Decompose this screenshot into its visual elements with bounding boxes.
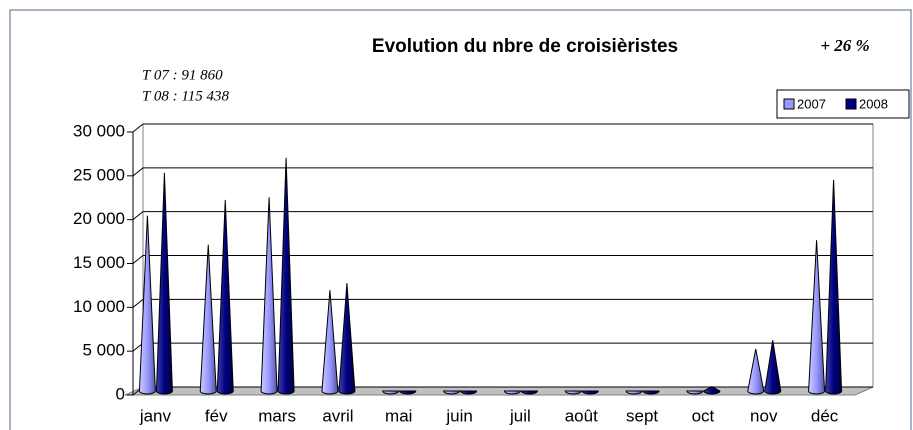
legend [776, 89, 910, 119]
x-tick-label: mai [385, 406, 412, 425]
cone [503, 390, 521, 395]
note-box [775, 15, 905, 75]
x-tick-label: juil [509, 406, 531, 425]
cone [443, 390, 461, 395]
cone [520, 390, 538, 395]
x-tick-label: fév [205, 406, 228, 425]
x-tick-label: janv [139, 406, 172, 425]
grid-line [132, 211, 144, 221]
grid-line [132, 255, 144, 264]
cone [321, 290, 339, 395]
cone [382, 390, 400, 395]
y-tick-label: 0 [116, 384, 125, 403]
cone [642, 390, 660, 395]
legend-label: 2008 [859, 96, 888, 111]
cone [825, 179, 843, 395]
cone [399, 390, 417, 395]
y-tick-label: 15 000 [73, 253, 125, 272]
cone [155, 172, 173, 395]
cone [625, 390, 643, 395]
cone [138, 215, 156, 395]
legend-swatch [783, 98, 795, 110]
y-tick-label: 25 000 [73, 165, 125, 184]
grid-line [132, 167, 144, 177]
y-tick-label: 20 000 [73, 209, 125, 228]
y-tick-label: 30 000 [73, 121, 125, 140]
grid-line [132, 298, 144, 308]
totals-box [135, 60, 270, 125]
annotation: + 26 % [820, 36, 869, 55]
x-tick-label: nov [750, 406, 778, 425]
x-tick-label: août [565, 406, 598, 425]
legend-swatch [845, 98, 857, 110]
x-tick-label: juin [445, 406, 472, 425]
annotation: T 08 : 115 438 [142, 88, 229, 104]
x-tick-label: mars [258, 406, 296, 425]
cone [564, 390, 582, 395]
x-tick-label: déc [811, 406, 839, 425]
cone [216, 199, 234, 395]
x-tick-label: sept [626, 406, 658, 425]
cone [338, 283, 356, 395]
cone [460, 390, 478, 395]
cone [764, 340, 782, 395]
chart-title: Evolution du nbre de croisièristes [372, 36, 678, 57]
cone [581, 390, 599, 395]
cone [747, 348, 765, 395]
cone [260, 197, 278, 395]
x-tick-label: oct [692, 406, 715, 425]
cone [277, 157, 295, 395]
x-tick-label: avril [322, 406, 353, 425]
cone [199, 244, 217, 395]
annotation: T 07 : 91 860 [142, 67, 223, 83]
legend-label: 2007 [797, 96, 826, 111]
cone [703, 386, 721, 395]
cone [686, 390, 704, 395]
grid-line [132, 123, 144, 133]
y-tick-label: 10 000 [73, 297, 125, 316]
cone [808, 240, 826, 395]
y-tick-label: 5 000 [82, 341, 125, 360]
